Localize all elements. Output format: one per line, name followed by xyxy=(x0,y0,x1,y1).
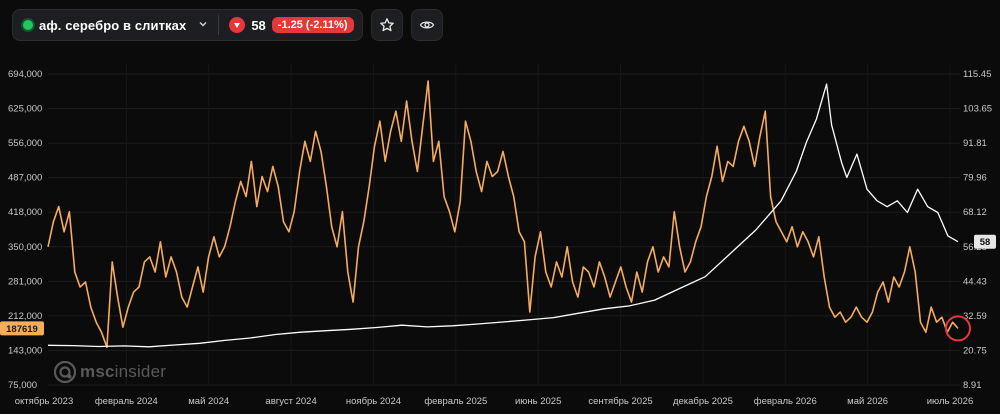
left-tick-label: 75,000 xyxy=(8,380,37,391)
right-tick-label: 91.81 xyxy=(963,138,987,149)
left-tick-label: 694,000 xyxy=(8,69,42,80)
right-tick-label: 32.59 xyxy=(963,311,987,322)
left-tick-label: 418,000 xyxy=(8,207,42,218)
latest-point-highlight xyxy=(945,315,971,342)
msc-logo-icon xyxy=(54,361,76,383)
left-tick-label: 625,000 xyxy=(8,104,42,115)
left-tick-label: 556,000 xyxy=(8,138,42,149)
left-tick-label: 143,000 xyxy=(8,345,42,356)
left-tick-label: 350,000 xyxy=(8,242,42,253)
right-tick-label: 79.96 xyxy=(963,173,987,184)
chevron-down-icon[interactable] xyxy=(198,19,208,32)
right-last-value-label: 58 xyxy=(980,237,991,248)
x-tick-label: сентябрь 2025 xyxy=(588,396,652,407)
x-tick-label: февраль 2025 xyxy=(424,396,487,407)
right-tick-label: 20.75 xyxy=(963,345,987,356)
x-axis: октябрь 2023 февраль 2024 май 2024 август 2… xyxy=(15,396,974,407)
left-axis: 694,000 625,000 556,000 487,000 418,000 350,0… xyxy=(8,69,42,391)
right-last-value-badge xyxy=(974,234,996,249)
x-tick-label: май 2026 xyxy=(847,396,888,407)
series-lines xyxy=(47,80,959,349)
left-tick-label: 212,000 xyxy=(8,311,42,322)
price-series-line xyxy=(47,83,959,348)
volume-series-line xyxy=(47,80,959,349)
down-arrow-icon xyxy=(229,17,246,33)
toolbar: аф. серебро в слитках 58 -1.25 (-2.11%) xyxy=(12,9,443,41)
grid xyxy=(48,64,960,386)
left-last-value-label: 187619 xyxy=(6,324,38,335)
left-last-value-badge xyxy=(0,321,44,336)
x-tick-label: декабрь 2025 xyxy=(673,396,733,407)
right-tick-label: 8.91 xyxy=(963,380,982,391)
x-tick-label: февраль 2024 xyxy=(95,396,158,407)
asset-name: аф. серебро в слитках xyxy=(39,17,187,33)
favorite-button[interactable] xyxy=(370,9,403,41)
x-tick-label: июль 2026 xyxy=(927,396,974,407)
right-tick-label: 103.65 xyxy=(963,104,992,115)
x-tick-label: октябрь 2023 xyxy=(15,396,74,407)
right-tick-label: 68.12 xyxy=(963,207,987,218)
star-icon xyxy=(379,18,394,32)
price-change-badge: -1.25 (-2.11%) xyxy=(271,17,354,33)
eye-icon xyxy=(419,21,434,29)
x-tick-label: август 2024 xyxy=(265,396,316,407)
watch-button[interactable] xyxy=(410,9,443,41)
x-tick-label: февраль 2026 xyxy=(754,396,817,407)
right-tick-label: 44.43 xyxy=(963,276,987,287)
x-tick-label: май 2024 xyxy=(188,396,229,407)
right-tick-label: 115.45 xyxy=(963,69,991,80)
logo-text: mscinsider xyxy=(80,362,167,381)
left-tick-label: 281,000 xyxy=(8,276,42,287)
x-tick-label: ноябрь 2024 xyxy=(346,396,401,407)
asset-selector[interactable]: аф. серебро в слитках 58 -1.25 (-2.11%) xyxy=(12,9,363,41)
markers: 187619 58 xyxy=(0,234,996,342)
current-price: 58 xyxy=(251,17,266,33)
x-tick-label: июнь 2025 xyxy=(515,396,561,407)
right-axis: 115.45103.6591.8179.9668.1256.2844.4332.… xyxy=(963,69,992,391)
watermark-logo: mscinsider xyxy=(54,361,166,383)
divider xyxy=(218,15,220,35)
left-tick-label: 487,000 xyxy=(8,173,42,184)
status-dot-icon xyxy=(23,20,33,30)
